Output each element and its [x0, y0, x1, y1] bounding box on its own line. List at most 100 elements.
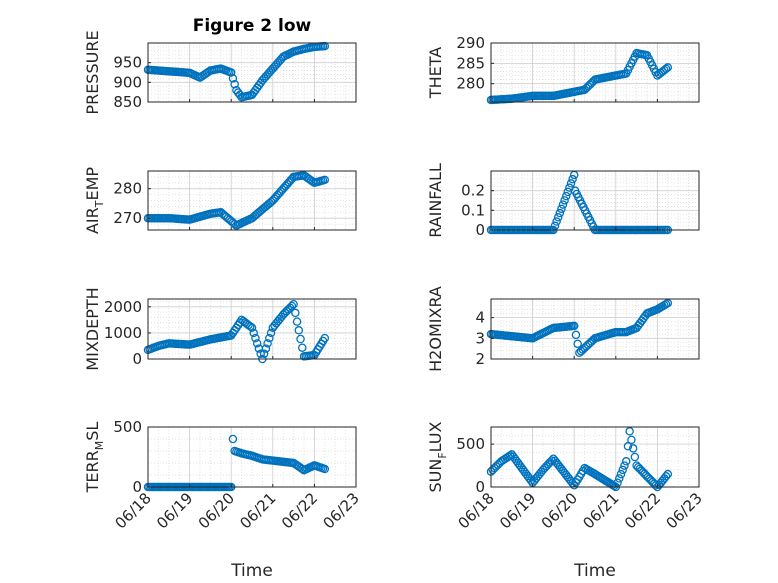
- y-tick-label: 500: [113, 418, 142, 436]
- data-point: [230, 80, 239, 89]
- y-tick-label: 290: [456, 34, 485, 52]
- subplot-rainfall: 0 0.10.2 RAINFALL: [426, 163, 700, 239]
- data-point: [568, 174, 577, 184]
- y-axis-label: SUNFLUX: [426, 421, 449, 492]
- data-point: [561, 191, 571, 201]
- data-point: [613, 478, 622, 487]
- x-tick-label: 06/21: [579, 489, 622, 532]
- data-point: [265, 333, 274, 343]
- axes-frame: [147, 426, 357, 488]
- data-point: [661, 472, 671, 481]
- data-point: [252, 339, 262, 348]
- data-point: [251, 333, 260, 343]
- data-point: [263, 339, 272, 348]
- data-point: [298, 343, 307, 352]
- data-point: [623, 442, 633, 451]
- x-tick-label: 06/22: [278, 489, 321, 532]
- y-axis-label: AIRTEMP: [83, 167, 106, 234]
- data-point: [259, 349, 269, 359]
- data-point: [566, 179, 576, 188]
- data-point: [294, 326, 304, 335]
- y-tick-label: 0.1: [461, 201, 485, 219]
- data-point: [573, 339, 582, 349]
- figure-title: Figure 2 low: [193, 16, 312, 36]
- y-tick-label: 0: [475, 221, 485, 239]
- axes-frame: [147, 42, 357, 103]
- data-point: [555, 208, 565, 218]
- y-tick-label: 1000: [104, 324, 142, 342]
- y-tick-label: 4: [475, 309, 485, 327]
- data-point: [569, 321, 579, 331]
- data-point: [615, 474, 624, 483]
- x-tick-label: 06/19: [153, 489, 196, 532]
- y-tick-label: 850: [113, 93, 142, 111]
- data-point: [228, 434, 238, 444]
- y-tick-label: 0: [132, 350, 142, 368]
- data-point: [627, 435, 636, 445]
- y-tick-label: 0: [475, 478, 485, 496]
- data-point: [266, 328, 276, 338]
- data-point: [616, 469, 626, 479]
- y-tick-label: 2: [475, 350, 485, 368]
- y-axis-label: PRESSURE: [83, 30, 102, 114]
- data-point: [320, 175, 330, 185]
- data-point: [661, 64, 671, 74]
- y-tick-label: 270: [113, 209, 142, 227]
- data-point: [560, 196, 569, 205]
- y-tick-label: 2000: [104, 298, 142, 316]
- data-point: [249, 328, 258, 338]
- data-point: [246, 322, 255, 331]
- data-point: [618, 465, 627, 475]
- y-tick-label: 280: [456, 75, 485, 93]
- data-point: [571, 330, 581, 340]
- y-tick-label: 3: [475, 329, 485, 347]
- subplot-h2omixra: 2 3 4 H2OMIXRA: [426, 286, 700, 372]
- y-tick-label: 285: [456, 54, 485, 72]
- y-axis-label: MIXDEPTH: [83, 287, 102, 370]
- x-tick-label: 06/23: [320, 489, 363, 532]
- y-axis-label: TERRMSL: [83, 422, 106, 494]
- data-point: [663, 298, 673, 308]
- data-point: [628, 444, 638, 453]
- data-point: [557, 204, 566, 214]
- x-axis-label: Time: [230, 561, 273, 581]
- data-point: [661, 299, 671, 309]
- x-tick-label: 06/23: [663, 489, 706, 532]
- axes-frame: [147, 298, 357, 360]
- data-point: [663, 63, 673, 72]
- axes-frame: [490, 42, 700, 103]
- subplot-terr-msl: 0500TERRMSL06/1806/1906/2006/2106/2206/2…: [83, 418, 363, 581]
- data-point: [526, 476, 536, 485]
- y-tick-label: 0.2: [461, 182, 485, 200]
- data-point: [630, 452, 640, 462]
- axes-frame: [490, 298, 700, 360]
- data-point: [552, 217, 561, 226]
- data-point: [625, 427, 634, 436]
- x-tick-label: 06/19: [496, 489, 539, 532]
- subplot-air-temp: 270 280 AIRTEMP: [83, 167, 357, 234]
- data-point: [621, 457, 631, 466]
- axes-frame: [147, 170, 357, 231]
- y-axis-label: RAINFALL: [426, 163, 445, 238]
- data-point: [553, 213, 563, 222]
- x-tick-label: 06/21: [236, 489, 279, 532]
- data-point: [320, 333, 330, 343]
- data-point: [226, 68, 236, 77]
- x-tick-label: 06/20: [538, 489, 581, 532]
- subplot-sun-flux: 0500SUNFLUX06/1806/1906/2006/2106/2206/2…: [426, 421, 706, 581]
- data-point: [247, 323, 257, 332]
- x-tick-label: 06/20: [195, 489, 238, 532]
- data-point: [320, 464, 330, 474]
- x-axis-label: Time: [573, 561, 616, 581]
- data-point: [558, 200, 568, 209]
- y-tick-label: 950: [113, 54, 142, 72]
- data-point: [292, 317, 302, 326]
- data-point: [550, 221, 560, 231]
- y-axis-label: H2OMIXRA: [426, 286, 445, 372]
- y-tick-label: 0: [132, 478, 142, 496]
- data-point: [228, 74, 238, 83]
- data-point: [620, 461, 629, 470]
- y-tick-label: 280: [113, 180, 142, 198]
